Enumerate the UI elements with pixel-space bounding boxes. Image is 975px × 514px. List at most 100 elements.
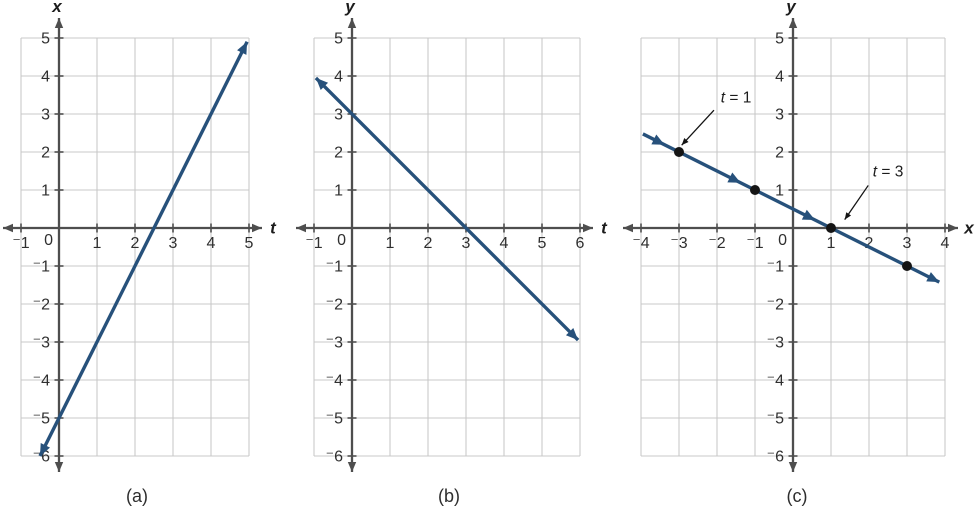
x-axis-left-arrow-icon (3, 223, 13, 233)
x-axis-label: t (270, 219, 277, 238)
y-tick-label: ⁻5 (326, 411, 343, 428)
x-axis-left-arrow-icon (296, 223, 306, 233)
x-tick-label: 3 (903, 235, 912, 252)
x-tick-label: ⁻2 (708, 235, 725, 252)
y-tick-label: 5 (41, 31, 50, 48)
x-tick-label: 2 (424, 235, 433, 252)
y-tick-label: 1 (41, 183, 50, 200)
x-tick-label: 2 (865, 235, 874, 252)
x-tick-label: 2 (131, 235, 140, 252)
origin-label: 0 (778, 232, 787, 249)
y-tick-label: ⁻2 (767, 297, 784, 314)
caption-b: (b) (438, 486, 460, 506)
x-axis-right-arrow-icon (583, 223, 593, 233)
y-tick-label: ⁻1 (326, 259, 343, 276)
y-axis-up-arrow-icon (347, 18, 357, 28)
annotation-leader (681, 109, 715, 146)
chart-a: ⁻1 1 2 3 4 5 5 4 3 2 1 ⁻1 ⁻2 ⁻3 ⁻4 ⁻5 ⁻6 0 t x (3, 0, 277, 472)
x-axis-right-arrow-icon (252, 223, 262, 233)
y-tick-label: ⁻3 (767, 335, 784, 352)
y-tick-label: 2 (775, 145, 784, 162)
x-axis-label: t (601, 219, 608, 238)
chart-b: ⁻1 1 2 3 4 5 6 5 4 3 2 1 ⁻1 ⁻2 ⁻3 ⁻4 ⁻5 ⁻6 0 t y (296, 0, 608, 472)
x-tick-label: 3 (169, 235, 178, 252)
data-point (674, 147, 684, 157)
x-tick-label: 4 (207, 235, 216, 252)
caption-a: (a) (126, 486, 148, 506)
x-axis-label: x (963, 219, 975, 238)
y-tick-label: ⁻1 (767, 259, 784, 276)
y-tick-label: ⁻1 (33, 259, 50, 276)
x-tick-label: 6 (576, 235, 585, 252)
annotation-label: t = 3 (873, 164, 904, 181)
y-axis-label: y (344, 0, 356, 16)
y-tick-label: 2 (41, 145, 50, 162)
y-tick-label: 3 (334, 107, 343, 124)
x-axis-left-arrow-icon (623, 223, 633, 233)
x-tick-label: ⁻4 (632, 235, 649, 252)
x-tick-label: ⁻1 (746, 235, 763, 252)
y-axis-down-arrow-icon (347, 462, 357, 472)
x-tick-label: 3 (462, 235, 471, 252)
annotation-arrow-icon (681, 138, 689, 146)
y-tick-label: 1 (775, 183, 784, 200)
data-point (902, 261, 912, 271)
plot-line (38, 41, 249, 457)
y-axis-label: y (785, 0, 797, 16)
annotation-arrow-icon (844, 212, 852, 220)
y-tick-label: ⁻4 (326, 373, 343, 390)
direction-arrow-icon (801, 209, 816, 221)
line-start-arrow-icon (40, 442, 51, 456)
y-tick-label: 4 (334, 69, 343, 86)
y-tick-label: 1 (334, 183, 343, 200)
y-tick-label: ⁻5 (33, 411, 50, 428)
line-end-arrow-icon (237, 41, 248, 55)
y-tick-label: 2 (334, 145, 343, 162)
y-tick-label: ⁻2 (326, 297, 343, 314)
line-start-arrow-icon (315, 77, 329, 91)
direction-arrow-icon (727, 172, 741, 183)
origin-label: 0 (44, 232, 53, 249)
y-tick-label: 5 (334, 31, 343, 48)
y-tick-label: 4 (775, 69, 784, 86)
y-tick-label: ⁻4 (33, 373, 50, 390)
x-tick-label: 5 (245, 235, 254, 252)
x-tick-label: 4 (500, 235, 509, 252)
line-end-arrow-icon (565, 327, 579, 341)
origin-label: 0 (337, 232, 346, 249)
plot-line (642, 132, 941, 284)
y-axis-label: x (51, 0, 63, 16)
data-point (826, 223, 836, 233)
line-end-arrow-icon (926, 272, 940, 283)
plot-line (314, 76, 580, 342)
y-axis-down-arrow-icon (788, 462, 798, 472)
x-tick-label: ⁻1 (305, 235, 322, 252)
x-tick-label: 5 (538, 235, 547, 252)
y-axis-up-arrow-icon (788, 18, 798, 28)
y-tick-label: 3 (775, 107, 784, 124)
y-tick-label: ⁻5 (767, 411, 784, 428)
x-axis-right-arrow-icon (948, 223, 958, 233)
caption-c: (c) (786, 486, 808, 506)
y-tick-label: ⁻6 (33, 449, 50, 466)
y-tick-label: 3 (41, 107, 50, 124)
y-tick-label: ⁻3 (33, 335, 50, 352)
x-tick-label: 1 (386, 235, 395, 252)
y-tick-label: ⁻6 (767, 449, 784, 466)
y-axis-up-arrow-icon (54, 18, 64, 28)
y-tick-label: ⁻3 (326, 335, 343, 352)
x-tick-label: 4 (941, 235, 950, 252)
y-tick-label: ⁻6 (326, 449, 343, 466)
x-tick-label: 1 (93, 235, 102, 252)
y-tick-label: 4 (41, 69, 50, 86)
data-point (750, 185, 760, 195)
direction-arrow-icon (651, 134, 665, 145)
y-tick-label: ⁻2 (33, 297, 50, 314)
x-tick-label: 1 (827, 235, 836, 252)
y-tick-label: 5 (775, 31, 784, 48)
y-tick-label: ⁻4 (767, 373, 784, 390)
x-tick-label: ⁻3 (670, 235, 687, 252)
x-tick-label: ⁻1 (12, 235, 29, 252)
